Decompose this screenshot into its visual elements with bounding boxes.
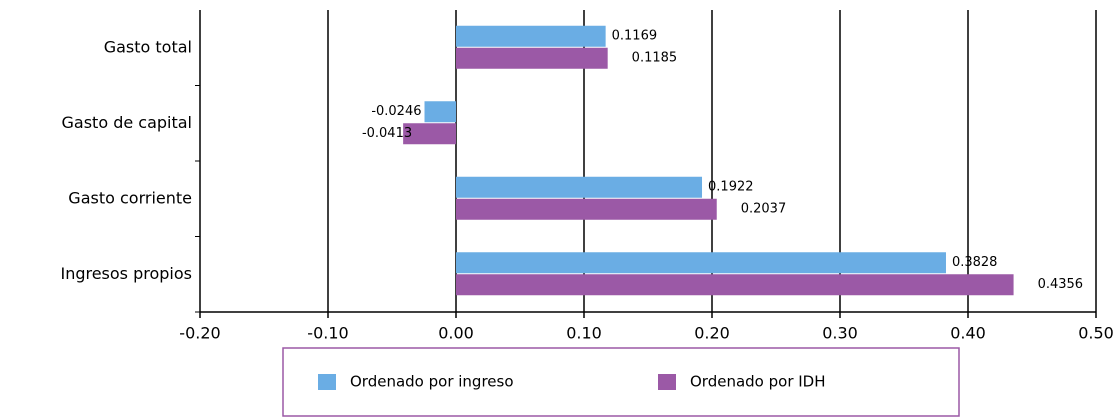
bar xyxy=(456,47,608,69)
x-tick-label: 0.50 xyxy=(1078,324,1114,343)
category-label: Gasto de capital xyxy=(62,113,193,132)
data-label: -0.0246 xyxy=(371,104,421,119)
bar xyxy=(456,274,1014,296)
x-tick-label: 0.40 xyxy=(950,324,986,343)
legend-label: Ordenado por IDH xyxy=(690,373,826,391)
x-tick-label: -0.20 xyxy=(179,324,220,343)
bar xyxy=(456,176,703,198)
bar xyxy=(403,123,456,145)
x-tick-label: 0.20 xyxy=(694,324,730,343)
bar xyxy=(456,25,606,47)
data-label: 0.1185 xyxy=(632,50,678,65)
x-tick-label: 0.10 xyxy=(566,324,602,343)
bar xyxy=(424,101,456,123)
legend-box xyxy=(282,347,960,417)
bar xyxy=(456,252,946,274)
legend-label: Ordenado por ingreso xyxy=(350,373,514,391)
x-tick-label: 0.00 xyxy=(438,324,474,343)
data-label: 0.1922 xyxy=(708,179,754,194)
bar xyxy=(456,198,717,220)
data-label: -0.0413 xyxy=(362,126,412,141)
x-tick-label: -0.10 xyxy=(307,324,348,343)
data-label: 0.2037 xyxy=(741,201,787,216)
data-label: 0.3828 xyxy=(952,255,998,270)
legend-swatch xyxy=(658,374,676,390)
data-label: 0.1169 xyxy=(612,28,658,43)
category-label: Gasto total xyxy=(104,37,192,56)
legend-swatch xyxy=(318,374,336,390)
x-tick-label: 0.30 xyxy=(822,324,858,343)
data-label: 0.4356 xyxy=(1038,277,1084,292)
category-label: Ingresos propios xyxy=(60,264,192,283)
category-label: Gasto corriente xyxy=(68,188,192,207)
